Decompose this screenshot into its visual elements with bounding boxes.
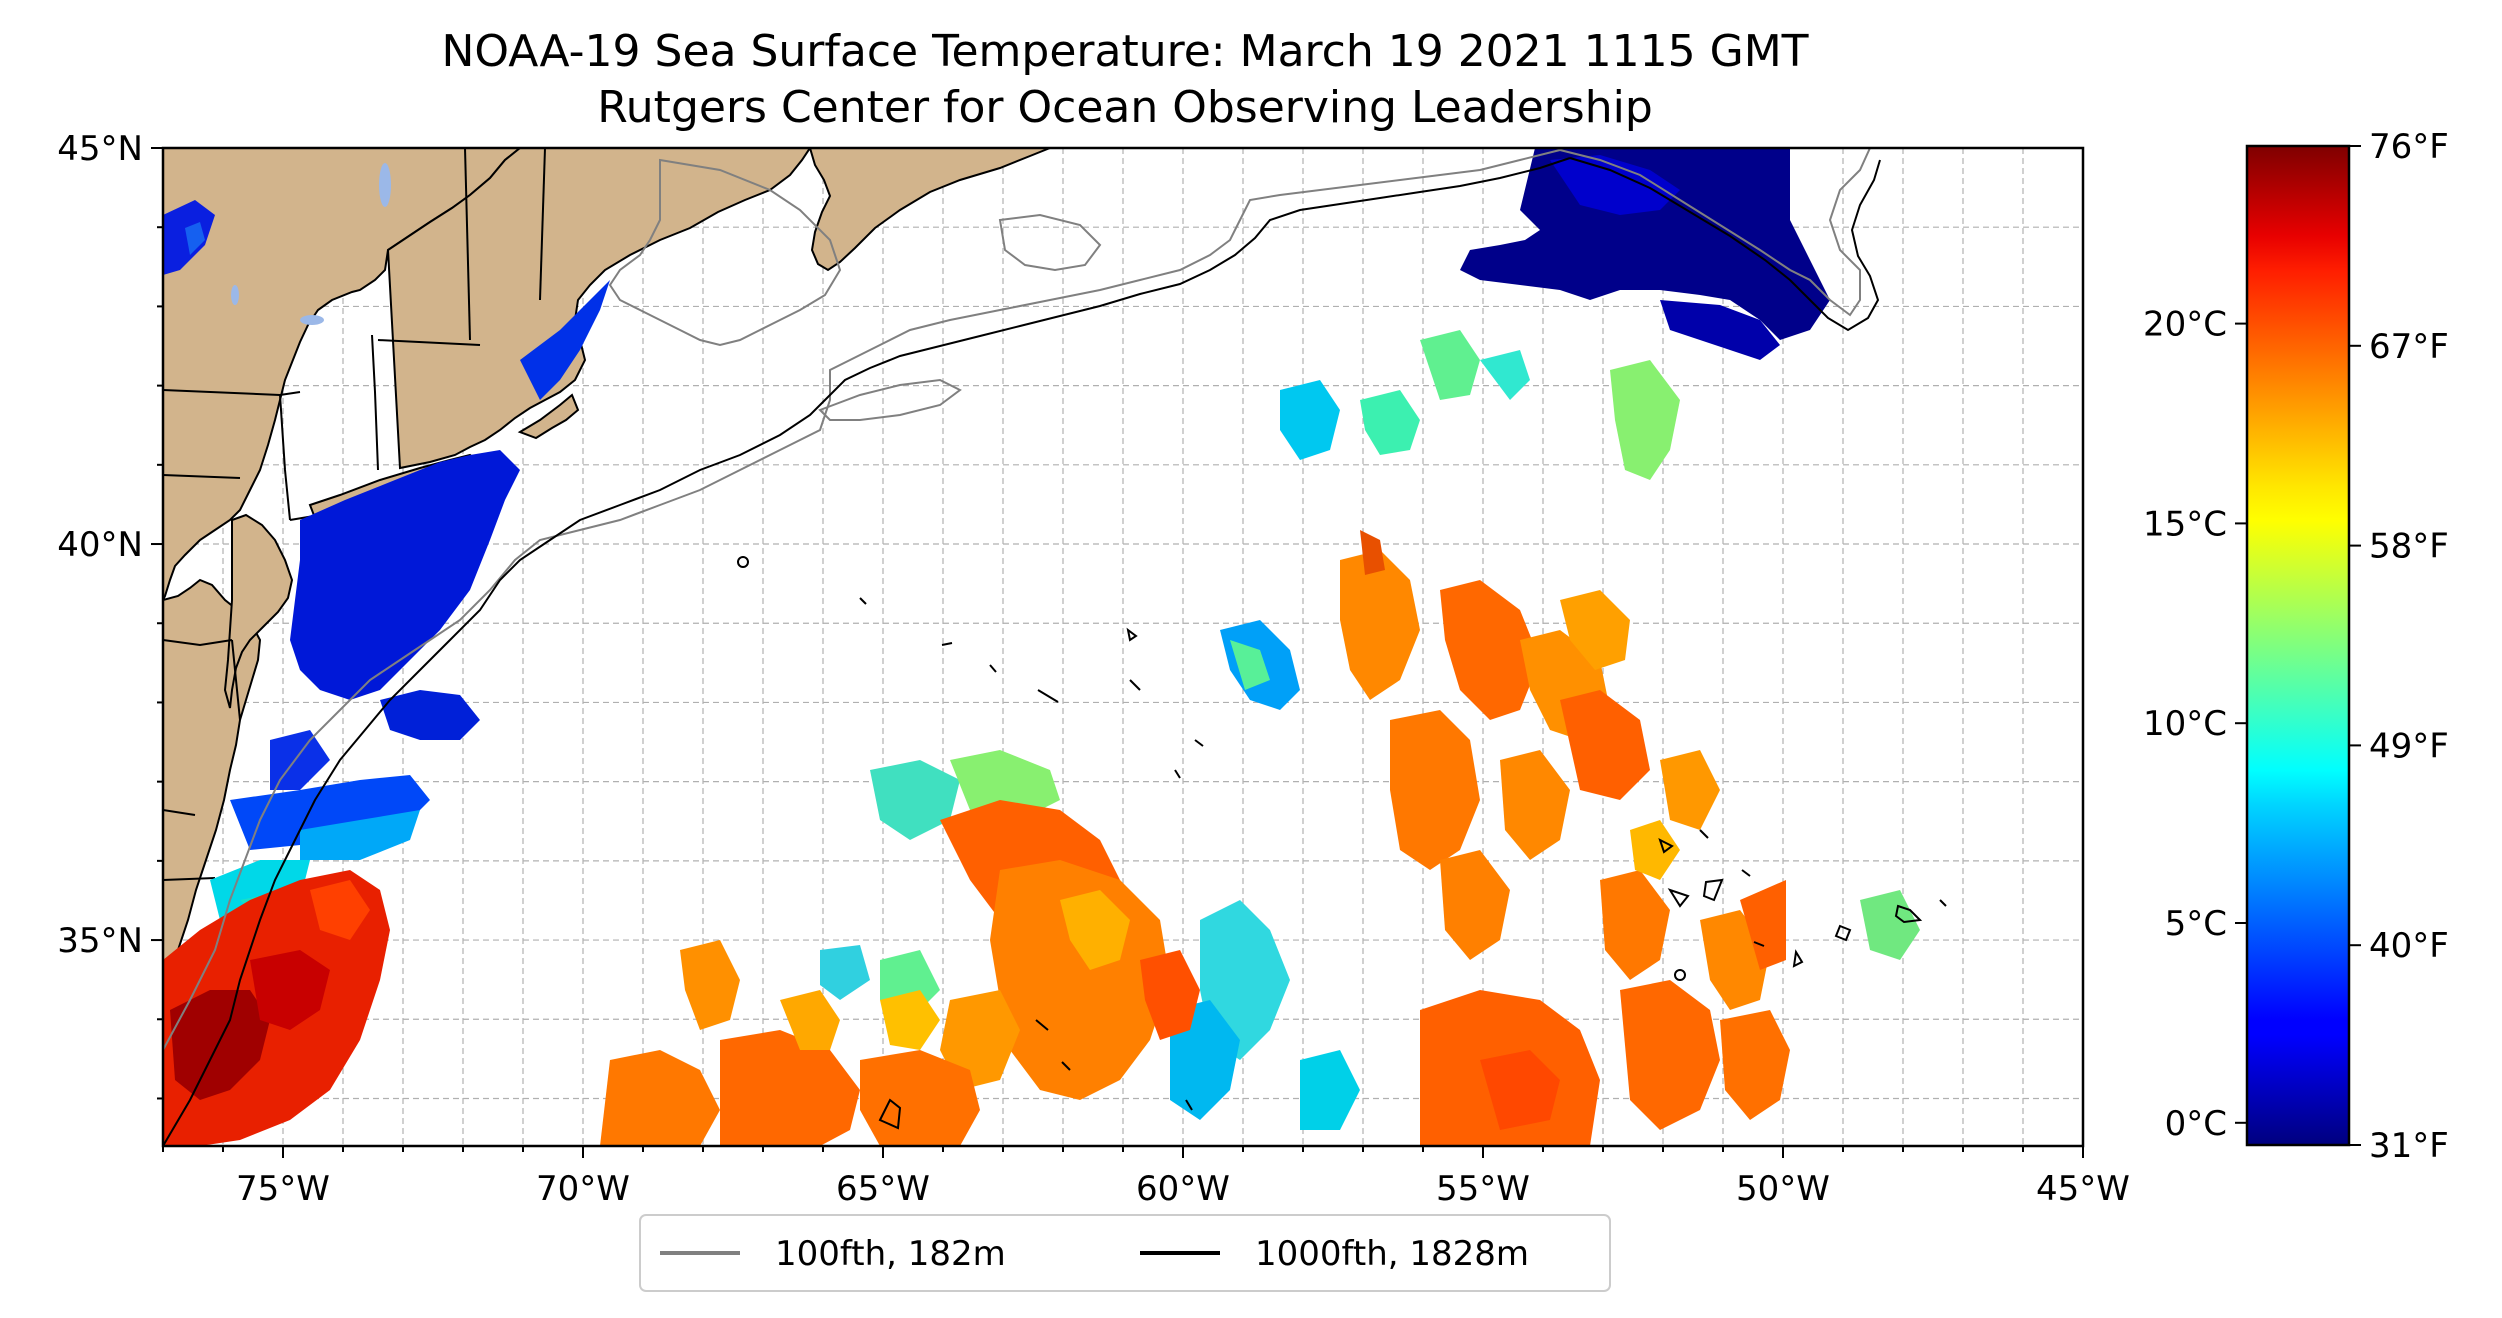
colorbar-f-label: 49°F	[2369, 726, 2449, 766]
lon-tick-label: 65°W	[836, 1169, 930, 1209]
colorbar-f-label: 67°F	[2369, 327, 2449, 367]
chart-subtitle: Rutgers Center for Ocean Observing Leade…	[597, 82, 1653, 133]
land-nj-delmarva	[223, 513, 294, 709]
land-new-england	[386, 148, 812, 470]
lon-tick-label: 60°W	[1136, 1169, 1230, 1209]
lon-tick-label: 70°W	[536, 1169, 630, 1209]
colorbar-f-label: 31°F	[2369, 1126, 2449, 1166]
lon-tick-label: 75°W	[236, 1169, 330, 1209]
colorbar-f-label: 76°F	[2369, 127, 2449, 167]
sst-cold-patches	[163, 148, 1830, 930]
colorbar-c-label: 5°C	[2165, 904, 2227, 944]
sst-warm-patches	[163, 530, 1790, 1146]
colorbar-c-label: 15°C	[2143, 504, 2227, 544]
chart-title: NOAA-19 Sea Surface Temperature: March 1…	[441, 26, 1808, 77]
colorbar: 31°F 40°F 49°F 58°F 67°F 76°F 0°C 5°C 10°C 15°C 20…	[2143, 127, 2449, 1166]
land-masses	[163, 148, 1051, 1041]
legend-label-1000fth: 1000fth, 1828m	[1255, 1234, 1529, 1274]
lat-tick-label: 40°N	[57, 525, 143, 565]
map-axes: 75°W 70°W 65°W 60°W 55°W 50°W 45°W 45°N 40°N 35°N	[57, 129, 2130, 1209]
colorbar-f-label: 58°F	[2369, 527, 2449, 567]
colorbar-c-label: 0°C	[2165, 1104, 2227, 1144]
lakes	[231, 163, 391, 325]
isobath-1000fth	[163, 157, 1947, 1146]
colorbar-ticks: 31°F 40°F 49°F 58°F 67°F 76°F 0°C 5°C 10°C 15°C 20…	[2143, 127, 2449, 1166]
lon-tick-label: 50°W	[1736, 1169, 1830, 1209]
colorbar-gradient	[2247, 146, 2349, 1145]
lat-tick-label: 45°N	[57, 129, 143, 169]
lon-tick-label: 55°W	[1436, 1169, 1530, 1209]
lat-tick-label: 35°N	[57, 921, 143, 961]
lon-tick-label: 45°W	[2036, 1169, 2130, 1209]
legend-box	[639, 1214, 1611, 1292]
colorbar-frame	[2245, 144, 2351, 1147]
legend: 100fth, 182m 1000fth, 1828m	[639, 1214, 1611, 1292]
colorbar-f-label: 40°F	[2369, 926, 2449, 966]
map-area	[163, 148, 2083, 1146]
isobath-100fth	[163, 148, 1871, 1051]
colorbar-c-label: 20°C	[2143, 305, 2227, 345]
land-nova-scotia	[808, 148, 1051, 272]
colorbar-c-label: 10°C	[2143, 704, 2227, 744]
legend-label-100fth: 100fth, 182m	[775, 1234, 1006, 1274]
land-cape-cod	[517, 393, 580, 440]
